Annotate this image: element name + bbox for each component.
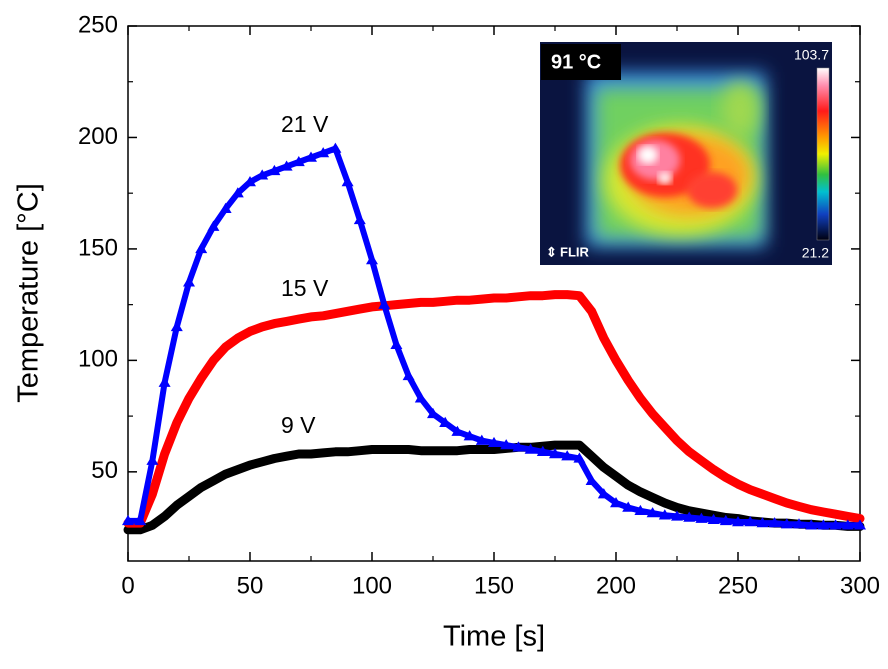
- data-point: [780, 518, 793, 529]
- x-tick-label: 300: [840, 572, 880, 599]
- x-tick-label: 0: [121, 572, 134, 599]
- data-point: [744, 515, 757, 527]
- y-tick-label: 200: [78, 123, 118, 150]
- data-point: [671, 510, 683, 521]
- data-point: [817, 519, 830, 530]
- data-point: [268, 164, 281, 176]
- data-point: [793, 518, 805, 529]
- data-point: [244, 176, 256, 187]
- data-point: [610, 497, 622, 508]
- data-point: [683, 511, 696, 522]
- data-point: [829, 519, 842, 530]
- data-point: [707, 513, 720, 524]
- data-point: [524, 443, 537, 454]
- data-point: [341, 176, 354, 187]
- thermal-image: [586, 72, 766, 247]
- data-point: [756, 517, 769, 528]
- data-point: [134, 514, 147, 526]
- data-point: [390, 338, 403, 349]
- data-point: [695, 512, 708, 523]
- data-point: [305, 151, 317, 162]
- data-point: [622, 501, 635, 512]
- data-point: [158, 376, 171, 387]
- data-point: [219, 202, 232, 213]
- data-point: [488, 436, 500, 448]
- y-tick-label: 150: [78, 234, 118, 261]
- logo-icon: ⇕: [546, 244, 557, 259]
- series-line: [123, 290, 865, 528]
- data-point: [719, 514, 732, 526]
- data-point: [402, 369, 415, 381]
- data-point: [256, 169, 269, 180]
- data-point: [500, 439, 513, 450]
- data-point: [805, 519, 818, 530]
- data-point: [475, 434, 488, 445]
- logo: FLIR: [560, 244, 589, 259]
- x-tick-label: 100: [352, 572, 392, 599]
- data-point: [658, 509, 671, 520]
- data-point: [146, 454, 159, 465]
- series-label: 9 V: [281, 412, 316, 438]
- data-point: [597, 488, 610, 499]
- data-point: [536, 445, 549, 456]
- data-point: [353, 213, 366, 225]
- x-tick-label: 200: [596, 572, 636, 599]
- scale-min: 21.2: [802, 245, 829, 261]
- y-tick-label: 50: [91, 457, 118, 484]
- data-point: [195, 242, 208, 254]
- data-point: [183, 276, 195, 287]
- y-tick-label: 250: [78, 11, 118, 38]
- data-point: [463, 430, 476, 441]
- data-point: [414, 392, 427, 403]
- data-point: [292, 155, 305, 167]
- color-scale: [816, 67, 830, 241]
- data-point: [561, 450, 574, 461]
- data-point: [512, 441, 525, 452]
- inset-label-box: [541, 44, 621, 80]
- data-point: [854, 519, 866, 530]
- data-point: [585, 474, 598, 485]
- data-point: [317, 147, 330, 158]
- data-point: [634, 504, 647, 516]
- data-point: [646, 507, 659, 518]
- data-point: [573, 452, 586, 463]
- y-tick-label: 100: [78, 346, 118, 373]
- data-point: [366, 254, 378, 265]
- scale-max: 103.7: [794, 47, 829, 63]
- data-point: [439, 416, 452, 427]
- data-point: [732, 515, 744, 527]
- series-label: 21 V: [281, 111, 329, 137]
- data-point: [231, 187, 244, 198]
- x-tick-label: 50: [237, 572, 264, 599]
- data-point: [280, 160, 293, 171]
- data-point: [378, 298, 391, 309]
- data-point: [170, 320, 183, 332]
- data-point: [768, 517, 781, 528]
- thermal-inset: 91 °C 103.7 21.2 FLIR ⇕: [540, 42, 832, 265]
- x-tick-label: 150: [474, 572, 514, 599]
- data-point: [451, 425, 464, 436]
- data-point: [549, 448, 561, 459]
- series-label: 15 V: [281, 275, 329, 301]
- data-point: [841, 519, 854, 530]
- inset-label: 91 °C: [551, 51, 601, 73]
- x-tick-label: 250: [718, 572, 758, 599]
- data-point: [207, 220, 220, 231]
- x-axis-title: Time [s]: [443, 621, 545, 653]
- y-axis-title: Temperature [°C]: [13, 183, 45, 403]
- data-point: [427, 407, 439, 419]
- data-point: [329, 142, 342, 153]
- data-point: [122, 514, 134, 526]
